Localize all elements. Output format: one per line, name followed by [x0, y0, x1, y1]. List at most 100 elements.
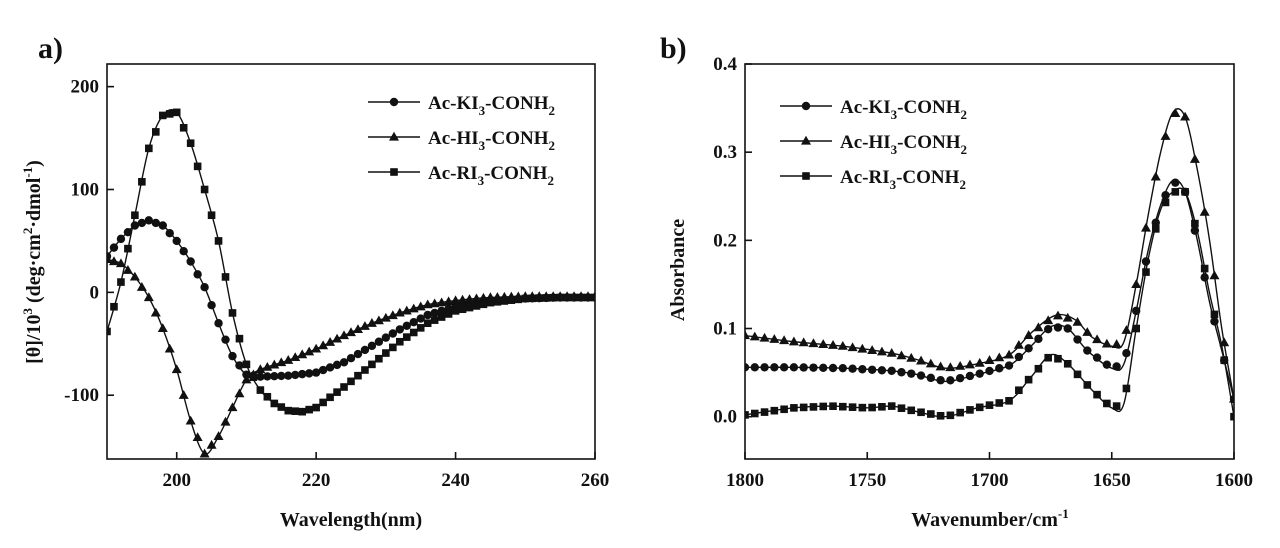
data-point: [1112, 362, 1121, 371]
data-point: [907, 406, 916, 415]
data-point: [1230, 412, 1234, 421]
data-point: [152, 128, 160, 136]
data-point: [1103, 399, 1111, 408]
data-point: [422, 299, 433, 309]
data-point: [298, 369, 307, 379]
data-point: [876, 346, 887, 356]
data-point: [437, 313, 446, 321]
x-tick-label: 260: [581, 470, 610, 491]
data-point: [799, 363, 808, 372]
legend-marker: [801, 135, 811, 145]
data-point: [346, 327, 356, 337]
series-line: [107, 109, 595, 413]
data-point: [340, 383, 348, 391]
data-point: [395, 325, 404, 334]
data-point: [964, 359, 975, 369]
data-point: [868, 403, 876, 412]
data-point: [207, 301, 216, 310]
data-point: [1024, 375, 1033, 384]
series-square: [745, 187, 1234, 421]
x-axis-title-a: Wavelength(nm): [280, 509, 422, 531]
data-point: [228, 351, 237, 361]
data-point: [1150, 171, 1161, 181]
data-point: [213, 431, 224, 440]
axis-ticks-a: 200 220 240 260 -100 0 100 200: [64, 77, 609, 491]
data-point: [994, 352, 1005, 362]
data-point: [857, 343, 868, 353]
data-point: [116, 234, 126, 244]
data-point: [214, 237, 223, 245]
data-point: [171, 364, 182, 374]
data-point: [1063, 359, 1072, 368]
data-point: [1073, 370, 1082, 379]
panel-label-b: b): [660, 32, 687, 65]
data-point: [1005, 397, 1013, 405]
data-point: [263, 372, 272, 381]
data-point: [750, 409, 759, 418]
ftir-spectrum-panel: b) 1800 1750 1700 1650 1600 0.0 0.1 0.2 0.3 0.4 W…: [660, 32, 1253, 531]
data-point: [759, 332, 770, 342]
data-point: [1209, 270, 1220, 280]
data-point: [416, 314, 425, 323]
data-point: [848, 403, 857, 411]
data-point: [179, 123, 188, 132]
data-point: [1054, 354, 1062, 363]
data-point: [1034, 334, 1043, 344]
data-point: [318, 365, 328, 375]
data-point: [1043, 315, 1054, 325]
data-point: [478, 292, 489, 302]
data-point: [542, 294, 550, 302]
data-point: [1052, 310, 1063, 320]
data-point: [1044, 353, 1052, 362]
data-point: [361, 366, 369, 374]
legend-marker: [801, 101, 811, 111]
data-point: [409, 328, 418, 337]
data-point: [221, 273, 230, 281]
data-point: [1034, 364, 1043, 373]
data-point: [1111, 339, 1122, 348]
data-point: [760, 408, 769, 416]
data-point: [1102, 360, 1112, 369]
data-point: [436, 297, 447, 307]
data-point: [1140, 222, 1151, 232]
data-point: [1142, 268, 1150, 276]
data-point: [124, 244, 132, 253]
data-point: [936, 411, 945, 420]
data-point: [450, 295, 461, 305]
y-axis-title-b: Absorbance: [667, 219, 689, 321]
data-point: [897, 368, 906, 377]
y-tick-label: 0: [90, 282, 100, 303]
data-point: [263, 392, 272, 401]
data-point: [298, 407, 306, 416]
legend-label: Ac-RI3-CONH2: [428, 163, 554, 188]
data-point: [1122, 348, 1131, 358]
data-point: [352, 324, 363, 333]
data-point: [745, 330, 750, 340]
data-point: [291, 370, 300, 380]
data-point: [423, 310, 432, 320]
data-point: [808, 338, 819, 348]
data-point: [779, 335, 790, 345]
data-point: [1160, 131, 1171, 140]
data-point: [1043, 324, 1053, 334]
data-point: [563, 293, 571, 302]
data-point: [270, 371, 279, 381]
data-point: [974, 357, 985, 367]
data-point: [1024, 344, 1033, 353]
data-point: [381, 333, 391, 342]
series-group-a: [107, 108, 595, 458]
data-point: [770, 363, 779, 372]
data-point: [500, 297, 509, 305]
data-point: [255, 364, 266, 374]
data-point: [1121, 325, 1132, 334]
data-point: [165, 229, 174, 238]
data-point: [207, 211, 216, 220]
y-tick-label: 0.0: [713, 407, 737, 428]
data-point: [946, 411, 955, 420]
data-point: [848, 364, 857, 373]
data-point: [925, 358, 936, 368]
data-point: [311, 368, 321, 377]
legend-label: Ac-HI3-CONH2: [840, 132, 967, 157]
data-point: [877, 366, 887, 375]
data-point: [790, 404, 798, 412]
